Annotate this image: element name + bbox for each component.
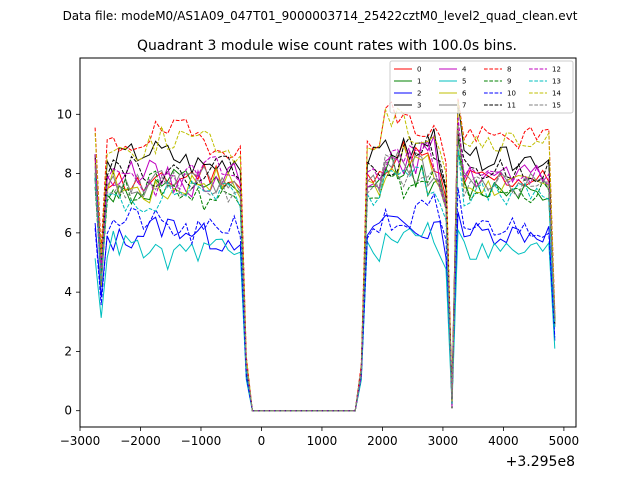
legend-label-2: 2	[417, 90, 421, 98]
y-tick-label: 0	[64, 404, 72, 418]
x-tick-label: 2000	[367, 434, 398, 448]
legend-label-11: 11	[507, 102, 516, 110]
y-tick-label: 8	[64, 167, 72, 181]
axes: −3000 −2000 −1000 0 1000 2000 3000 4000 5000 0 2 4 6…	[57, 57, 580, 448]
axes-frame	[79, 57, 577, 428]
legend-label-15: 15	[552, 102, 561, 110]
x-tick-label: 0	[258, 434, 266, 448]
legend-label-7: 7	[462, 102, 466, 110]
legend-box	[389, 60, 574, 114]
plot-area	[94, 98, 556, 412]
legend-label-9: 9	[507, 78, 511, 86]
legend-label-12: 12	[552, 66, 561, 74]
x-offset-label: +3.295e8	[506, 454, 575, 470]
legend-label-13: 13	[552, 78, 561, 86]
y-tick-label: 2	[64, 344, 72, 358]
y-tick-label: 10	[57, 107, 72, 121]
legend-label-3: 3	[417, 102, 421, 110]
legend-label-1: 1	[417, 78, 421, 86]
legend-label-10: 10	[507, 90, 516, 98]
legend-label-8: 8	[507, 66, 511, 74]
legend-label-14: 14	[552, 90, 561, 98]
legend-label-5: 5	[462, 78, 466, 86]
chart-suptitle: Data file: modeM0/AS1A09_047T01_90000037…	[63, 9, 578, 23]
series-line-15	[94, 124, 556, 412]
series-line-9	[94, 135, 556, 412]
x-tick-label: 5000	[549, 434, 580, 448]
x-tick-label: −3000	[60, 434, 101, 448]
x-tick-label: 1000	[307, 434, 338, 448]
legend-label-0: 0	[417, 66, 421, 74]
x-tick-label: −1000	[181, 434, 222, 448]
series-line-8	[94, 98, 556, 412]
legend-label-4: 4	[462, 66, 467, 74]
chart-title: Quadrant 3 module wise count rates with …	[137, 38, 517, 54]
series-line-10	[94, 187, 556, 412]
x-tick-label: 3000	[428, 434, 459, 448]
x-tick-label: −2000	[120, 434, 161, 448]
y-tick-label: 4	[64, 285, 72, 299]
legend-label-6: 6	[462, 90, 467, 98]
y-tick-label: 6	[64, 226, 72, 240]
x-tick-label: 4000	[488, 434, 519, 448]
